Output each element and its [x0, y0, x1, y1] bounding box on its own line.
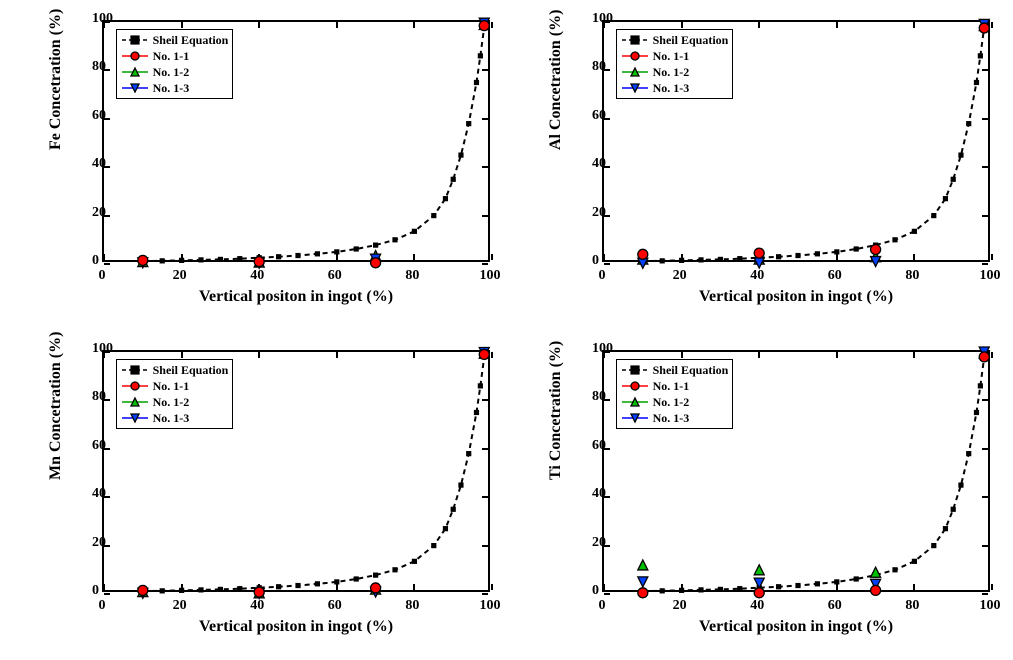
legend: Sheil EquationNo. 1-1No. 1-2No. 1-3	[116, 29, 234, 99]
xtick-label: 100	[480, 268, 501, 284]
legend-label: No. 1-2	[653, 65, 690, 80]
legend-item: Sheil Equation	[121, 32, 229, 48]
legend-item: No. 1-1	[621, 48, 729, 64]
legend-swatch	[121, 411, 149, 425]
legend-item: No. 1-1	[121, 48, 229, 64]
xtick-label: 60	[828, 598, 842, 614]
chart-mn: Sheil EquationNo. 1-1No. 1-2No. 1-3 0 20 40…	[40, 340, 500, 650]
legend-label: Sheil Equation	[653, 33, 729, 48]
legend-swatch	[621, 411, 649, 425]
legend-item: No. 1-2	[621, 64, 729, 80]
legend: Sheil EquationNo. 1-1No. 1-2No. 1-3	[616, 359, 734, 429]
legend-swatch	[621, 395, 649, 409]
legend-label: No. 1-1	[653, 49, 690, 64]
x-axis-label: Vertical positon in ingot (%)	[699, 288, 893, 306]
legend-swatch	[121, 379, 149, 393]
legend-item: Sheil Equation	[121, 362, 229, 378]
legend-item: No. 1-2	[121, 64, 229, 80]
legend: Sheil EquationNo. 1-1No. 1-2No. 1-3	[616, 29, 734, 99]
y-axis-label: Mn Concetration (%)	[47, 460, 65, 480]
xtick-label: 100	[980, 268, 1001, 284]
xtick-label: 20	[673, 598, 687, 614]
xtick-label: 0	[99, 598, 106, 614]
y-axis-label: Fe Concetration (%)	[47, 130, 65, 150]
legend-label: Sheil Equation	[153, 363, 229, 378]
legend-item: No. 1-2	[621, 394, 729, 410]
legend-label: No. 1-3	[153, 81, 190, 96]
xtick-label: 40	[250, 598, 264, 614]
xtick-label: 80	[905, 268, 919, 284]
xtick-label: 40	[250, 268, 264, 284]
x-axis-label: Vertical positon in ingot (%)	[199, 618, 393, 636]
xtick-label: 20	[173, 268, 187, 284]
legend-swatch	[621, 379, 649, 393]
legend-item: No. 1-3	[621, 410, 729, 426]
legend-label: No. 1-1	[153, 49, 190, 64]
xtick-label: 60	[328, 598, 342, 614]
xtick-label: 20	[673, 268, 687, 284]
legend-item: Sheil Equation	[621, 362, 729, 378]
y-axis-label: Al Concetration (%)	[547, 130, 565, 150]
legend-label: No. 1-1	[153, 379, 190, 394]
xtick-label: 80	[905, 598, 919, 614]
xtick-label: 20	[173, 598, 187, 614]
legend-item: No. 1-2	[121, 394, 229, 410]
xtick-label: 100	[480, 598, 501, 614]
xtick-label: 40	[750, 268, 764, 284]
legend-swatch	[121, 33, 149, 47]
legend-item: No. 1-1	[621, 378, 729, 394]
xtick-label: 100	[980, 598, 1001, 614]
x-axis-label: Vertical positon in ingot (%)	[199, 288, 393, 306]
legend-label: No. 1-2	[153, 65, 190, 80]
plot-area: Sheil EquationNo. 1-1No. 1-2No. 1-3	[102, 20, 490, 262]
legend-item: No. 1-3	[621, 80, 729, 96]
legend-swatch	[621, 33, 649, 47]
chart-al: Sheil EquationNo. 1-1No. 1-2No. 1-3 0 20 40…	[540, 10, 1000, 320]
legend-item: No. 1-1	[121, 378, 229, 394]
xtick-label: 80	[405, 598, 419, 614]
xtick-label: 40	[750, 598, 764, 614]
x-axis-label: Vertical positon in ingot (%)	[699, 618, 893, 636]
legend-swatch	[121, 395, 149, 409]
xtick-label: 0	[599, 598, 606, 614]
xtick-label: 60	[828, 268, 842, 284]
y-axis-label: Ti Concetration (%)	[547, 460, 565, 480]
legend-item: Sheil Equation	[621, 32, 729, 48]
legend-swatch	[621, 49, 649, 63]
legend-label: No. 1-2	[653, 395, 690, 410]
legend-swatch	[121, 363, 149, 377]
plot-area: Sheil EquationNo. 1-1No. 1-2No. 1-3	[602, 20, 990, 262]
legend-swatch	[121, 65, 149, 79]
xtick-label: 60	[328, 268, 342, 284]
legend-swatch	[621, 81, 649, 95]
legend-swatch	[621, 363, 649, 377]
legend-label: No. 1-1	[653, 379, 690, 394]
legend-label: No. 1-3	[153, 411, 190, 426]
chart-grid-page: Sheil EquationNo. 1-1No. 1-2No. 1-302040…	[0, 0, 1013, 660]
legend-swatch	[121, 49, 149, 63]
xtick-label: 80	[405, 268, 419, 284]
chart-ti: Sheil EquationNo. 1-1No. 1-2No. 1-3 0 20 40…	[540, 340, 1000, 650]
legend: Sheil EquationNo. 1-1No. 1-2No. 1-3	[116, 359, 234, 429]
legend-swatch	[621, 65, 649, 79]
legend-item: No. 1-3	[121, 80, 229, 96]
legend-swatch	[121, 81, 149, 95]
legend-label: No. 1-2	[153, 395, 190, 410]
plot-area: Sheil EquationNo. 1-1No. 1-2No. 1-3	[602, 350, 990, 592]
legend-item: No. 1-3	[121, 410, 229, 426]
plot-area: Sheil EquationNo. 1-1No. 1-2No. 1-3	[102, 350, 490, 592]
legend-label: No. 1-3	[653, 81, 690, 96]
legend-label: No. 1-3	[653, 411, 690, 426]
legend-label: Sheil Equation	[153, 33, 229, 48]
xtick-label: 0	[599, 268, 606, 284]
legend-label: Sheil Equation	[653, 363, 729, 378]
chart-fe: Sheil EquationNo. 1-1No. 1-2No. 1-3 0 20 40…	[40, 10, 500, 320]
xtick-label: 0	[99, 268, 106, 284]
